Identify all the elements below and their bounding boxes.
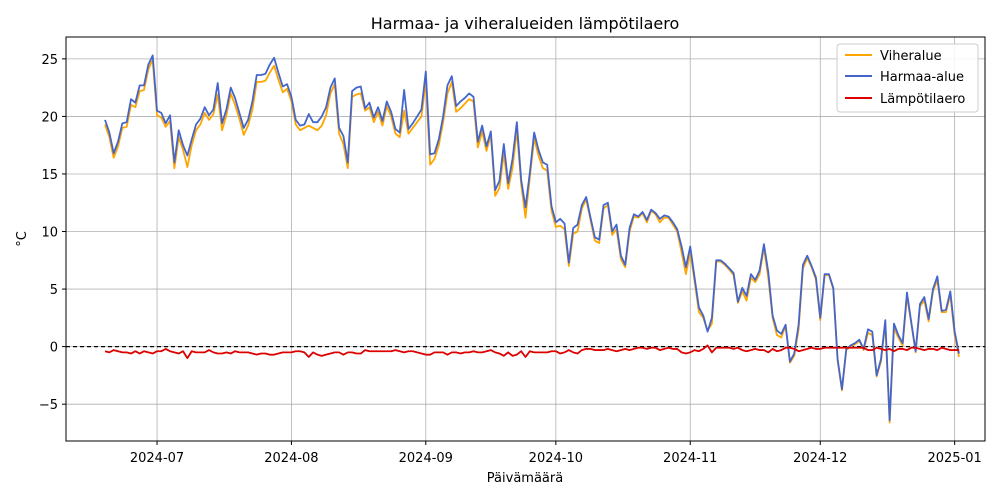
y-tick-label: 20: [41, 110, 58, 125]
x-tick-label: 2024-08: [264, 451, 318, 466]
x-tick-label: 2024-10: [529, 451, 583, 466]
y-tick-label: 0: [50, 341, 58, 356]
y-axis: −5 0 5 10 15 20 25: [39, 53, 66, 413]
y-tick-label: 15: [41, 168, 58, 183]
legend-label-viheralue: Viheralue: [880, 49, 942, 64]
x-tick-label: 2024-09: [399, 451, 453, 466]
y-tick-label: −5: [39, 398, 58, 413]
x-tick-label: 2024-07: [130, 451, 184, 466]
x-axis: 2024-07 2024-08 2024-09 2024-10 2024-11 2024-…: [130, 441, 982, 466]
grid-lines: [66, 37, 985, 441]
x-tick-label: 2024-12: [793, 451, 847, 466]
plot-frame: [65, 36, 986, 442]
legend: Viheralue Harmaa-alue Lämpötilaero: [836, 43, 979, 113]
y-tick-label: 5: [50, 283, 58, 298]
legend-label-lampotilaero: Lämpötilaero: [880, 92, 965, 107]
x-tick-label: 2024-11: [663, 451, 717, 466]
y-tick-label: 25: [41, 53, 58, 68]
legend-frame: [836, 43, 979, 113]
legend-label-harmaa-alue: Harmaa-alue: [880, 70, 964, 85]
plot-series: [66, 54, 985, 424]
series-line-lampotilaero: [104, 344, 959, 360]
x-axis-label: Päivämäärä: [487, 471, 563, 486]
x-tick-label: 2025-01: [927, 451, 981, 466]
y-tick-label: 10: [41, 226, 58, 241]
series-line-harmaa-alue: [104, 54, 960, 422]
y-axis-label: °C: [15, 231, 30, 247]
chart-title: Harmaa- ja viheralueiden lämpötilaero: [371, 14, 680, 33]
